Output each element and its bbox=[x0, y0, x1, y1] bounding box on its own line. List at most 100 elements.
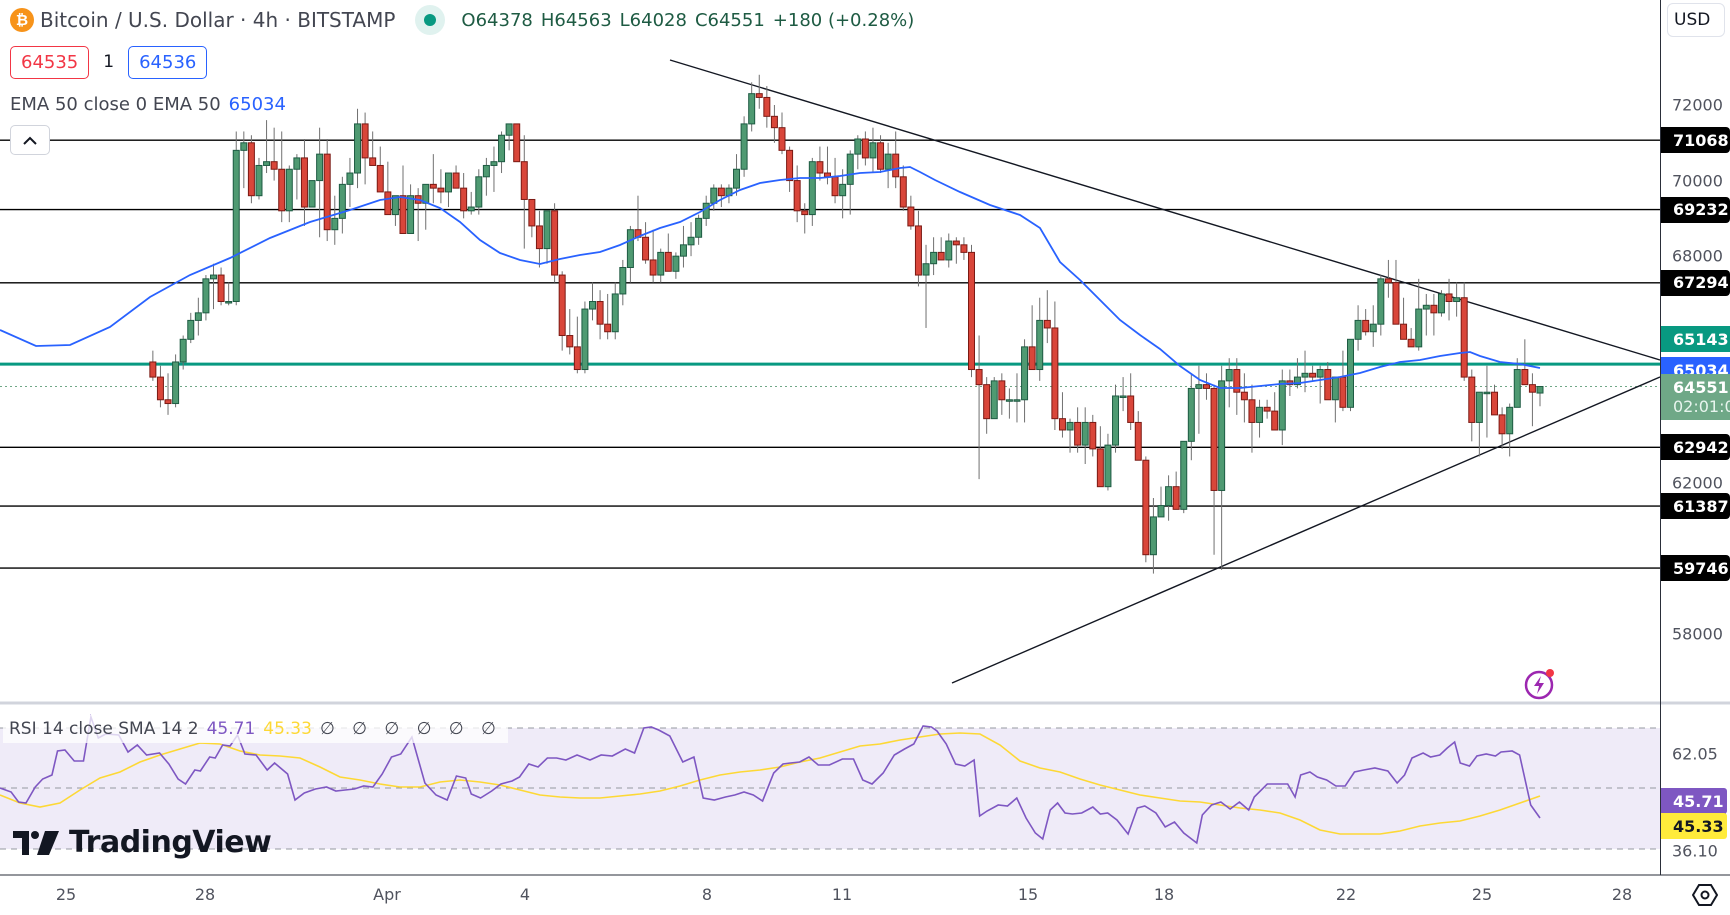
bullish-candle bbox=[293, 157, 301, 170]
bullish-candle bbox=[285, 168, 293, 212]
symbol-legend[interactable]: ₿ Bitcoin / U.S. Dollar · 4h · BITSTAMP … bbox=[10, 4, 914, 36]
bearish-candle bbox=[437, 187, 445, 193]
price-tick-label: 68000 bbox=[1672, 246, 1723, 266]
tradingview-logo[interactable]: TradingView bbox=[13, 825, 272, 860]
bearish-candle bbox=[604, 323, 612, 333]
ema-legend[interactable]: EMA 50 close 0 EMA 50 65034 bbox=[10, 92, 286, 116]
bullish-candle bbox=[316, 153, 324, 182]
rsi-band bbox=[0, 727, 1660, 850]
spread-value: 1 bbox=[103, 52, 115, 72]
bearish-candle bbox=[968, 251, 975, 371]
bullish-candle bbox=[1506, 406, 1514, 435]
bullish-candle bbox=[1475, 391, 1483, 423]
bearish-candle bbox=[831, 176, 839, 197]
bullish-candle bbox=[808, 161, 816, 216]
bullish-candle bbox=[1483, 391, 1491, 395]
bullish-candle bbox=[695, 217, 703, 238]
bullish-candle bbox=[498, 134, 506, 163]
currency-button[interactable]: USD bbox=[1667, 3, 1725, 37]
horizontal-levels[interactable] bbox=[0, 139, 1660, 569]
bullish-candle bbox=[839, 183, 847, 197]
bullish-candle bbox=[733, 168, 741, 189]
price-tick-label: 58000 bbox=[1672, 624, 1723, 644]
chart-settings-button[interactable] bbox=[1690, 880, 1720, 910]
bullish-candle bbox=[1157, 505, 1165, 518]
bearish-candle bbox=[399, 195, 407, 234]
buy-button[interactable]: 64536 bbox=[128, 45, 208, 79]
descending-resistance-trendline[interactable] bbox=[669, 59, 1661, 361]
bullish-candle bbox=[331, 217, 339, 231]
rsi-sma-line bbox=[0, 732, 1541, 835]
bullish-candle bbox=[710, 187, 718, 204]
price-level-tag: 67294 bbox=[1661, 269, 1730, 296]
flash-alert-icon[interactable] bbox=[1523, 667, 1557, 701]
bullish-candle bbox=[589, 301, 596, 310]
rsi-sma-tag: 45.33 bbox=[1661, 813, 1727, 839]
bullish-candle bbox=[467, 206, 475, 212]
bearish-candle bbox=[952, 240, 960, 246]
sell-button[interactable]: 64535 bbox=[10, 45, 90, 79]
bearish-candle bbox=[1445, 293, 1453, 303]
bearish-candle bbox=[1324, 369, 1332, 401]
price-level-tag: 71068 bbox=[1661, 127, 1730, 154]
price-axis[interactable] bbox=[1660, 0, 1730, 875]
bearish-candle bbox=[164, 399, 172, 405]
bullish-candle bbox=[1301, 372, 1309, 378]
bearish-candle bbox=[1089, 421, 1097, 450]
time-axis-label: 25 bbox=[55, 885, 77, 904]
bullish-candle bbox=[1437, 293, 1445, 314]
bearish-candle bbox=[1210, 387, 1218, 491]
bearish-candle bbox=[907, 206, 915, 227]
bearish-candle bbox=[1339, 376, 1347, 408]
bullish-candle bbox=[1066, 421, 1074, 431]
bearish-candle bbox=[1233, 369, 1241, 393]
rsi-legend[interactable]: RSI 14 close SMA 14 2 45.71 45.33 ∅ ∅ ∅ … bbox=[3, 715, 508, 743]
collapse-legend-button[interactable] bbox=[10, 125, 50, 155]
bullish-candle bbox=[945, 240, 953, 261]
bearish-candle bbox=[1430, 304, 1438, 314]
bearish-candle bbox=[1491, 391, 1499, 416]
bullish-candle bbox=[1165, 486, 1173, 507]
bullish-candle bbox=[884, 153, 892, 170]
bullish-candle bbox=[672, 255, 680, 272]
bearish-candle bbox=[528, 198, 536, 227]
bullish-candle bbox=[581, 308, 589, 371]
bearish-candle bbox=[376, 164, 384, 193]
market-status-indicator[interactable] bbox=[415, 5, 446, 35]
ascending-support-trendline[interactable] bbox=[951, 376, 1661, 684]
bearish-candle bbox=[300, 157, 308, 208]
bullish-candle bbox=[1225, 369, 1233, 382]
bullish-candle bbox=[475, 176, 483, 208]
bearish-candle bbox=[270, 161, 278, 170]
trendlines[interactable] bbox=[669, 59, 1661, 684]
bullish-candle bbox=[1453, 297, 1461, 303]
trade-buttons: 64535 1 64536 bbox=[10, 44, 208, 80]
symbol-title[interactable]: Bitcoin / U.S. Dollar · 4h · BITSTAMP bbox=[40, 8, 396, 32]
bullish-candle bbox=[626, 229, 634, 268]
bullish-candle bbox=[1293, 376, 1301, 386]
bearish-candle bbox=[801, 210, 809, 216]
bullish-candle bbox=[187, 319, 195, 340]
bullish-candle bbox=[1005, 399, 1013, 402]
bearish-candle bbox=[914, 225, 922, 276]
tradingview-logo-text: TradingView bbox=[69, 825, 272, 860]
bar-countdown: 02:01:0 bbox=[1673, 397, 1730, 417]
bearish-candle bbox=[983, 384, 991, 420]
bullish-candle bbox=[1513, 369, 1521, 408]
bullish-candle bbox=[657, 251, 665, 276]
bullish-candle bbox=[687, 236, 695, 246]
bullish-candle bbox=[543, 210, 551, 250]
bearish-candle bbox=[429, 183, 437, 189]
bearish-candle bbox=[1521, 369, 1529, 386]
time-axis-label: 28 bbox=[194, 885, 216, 904]
bullish-candle bbox=[1256, 406, 1264, 423]
bullish-candle bbox=[1013, 399, 1021, 402]
bullish-candle bbox=[1369, 323, 1377, 333]
bearish-candle bbox=[770, 115, 778, 129]
bearish-candle bbox=[596, 301, 604, 325]
bullish-candle bbox=[255, 164, 263, 197]
ema50-line bbox=[0, 166, 1541, 389]
rsi-null-values: ∅ ∅ ∅ ∅ ∅ ∅ bbox=[319, 719, 502, 739]
bearish-candle bbox=[1028, 346, 1036, 371]
